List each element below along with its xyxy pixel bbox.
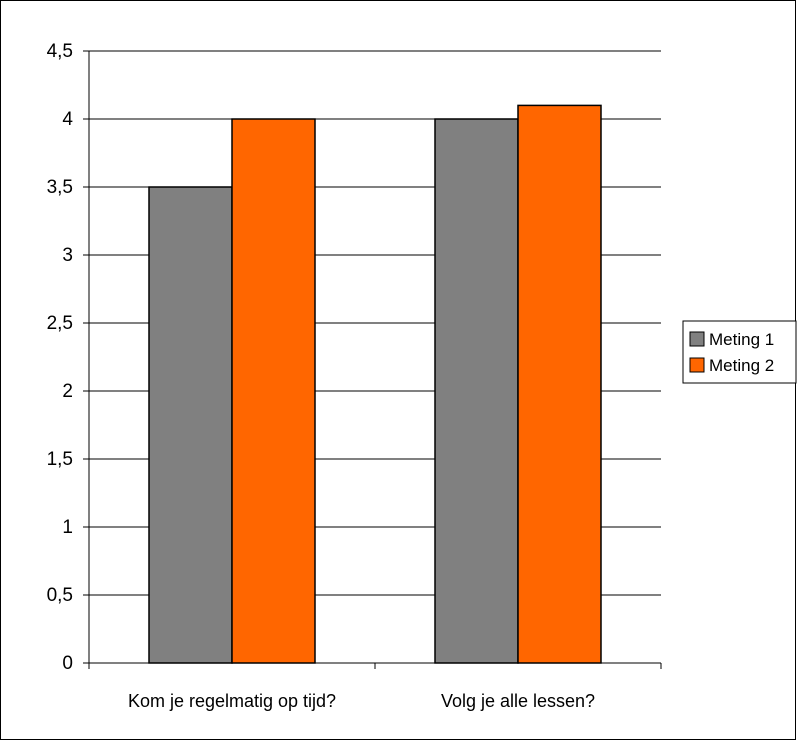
y-tick-label: 0,5: [47, 585, 73, 606]
legend-swatch-meting-2: [689, 357, 705, 373]
y-tick-label: 3: [62, 245, 73, 266]
bar-meting-1-1: [148, 186, 233, 664]
y-tick-label: 1,5: [47, 449, 73, 470]
bars: [148, 104, 602, 664]
y-tick-label: 0: [62, 653, 73, 674]
y-tick-label: 2,5: [47, 313, 73, 334]
axis-labels: 0 0,5 1 1,5 2 2,5 3 3,5 4 4,5 Kom je regelmatig op…: [47, 41, 595, 711]
y-tick-label: 4: [62, 109, 73, 130]
bar-meting-2-1: [231, 118, 316, 664]
y-tick-label: 1: [62, 517, 73, 538]
axes: [83, 50, 662, 669]
x-category-label: Volg je alle lessen?: [441, 691, 595, 711]
legend-swatch-meting-1: [689, 331, 705, 347]
x-category-label: Kom je regelmatig op tijd?: [128, 691, 336, 711]
y-tick-label: 4,5: [47, 41, 73, 62]
bar-meting-2-2: [517, 104, 602, 664]
legend-label: Meting 2: [709, 356, 774, 375]
y-tick-label: 2: [62, 381, 73, 402]
y-tick-label: 3,5: [47, 177, 73, 198]
legend: Meting 1 Meting 2: [682, 320, 797, 384]
legend-label: Meting 1: [709, 330, 774, 349]
legend-box: [682, 320, 797, 384]
bar-meting-1-2: [434, 118, 519, 664]
